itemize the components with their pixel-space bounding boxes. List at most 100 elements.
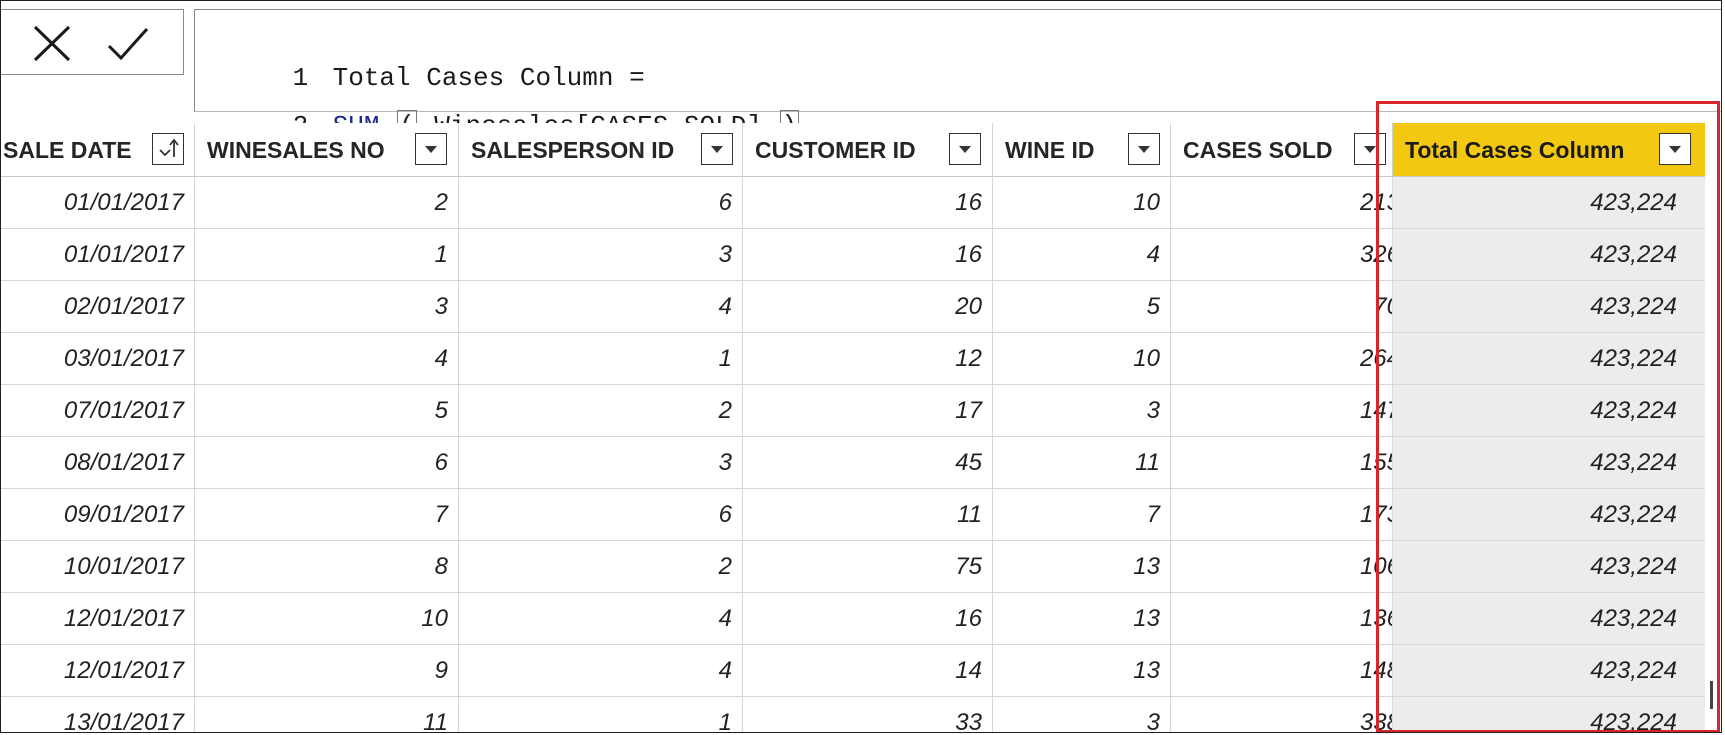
dropdown-icon[interactable] (1354, 133, 1386, 165)
cell-salesperson-id[interactable]: 6 (459, 489, 743, 541)
cell-wine-id[interactable]: 11 (993, 437, 1171, 489)
cell-customer-id[interactable]: 11 (743, 489, 993, 541)
cell-winesales-no[interactable]: 11 (195, 697, 459, 732)
cell-total-cases[interactable]: 423,224 (1393, 177, 1705, 229)
cell-salesperson-id[interactable]: 2 (459, 541, 743, 593)
cell-wine-id[interactable]: 10 (993, 177, 1171, 229)
cell-wine-id[interactable]: 7 (993, 489, 1171, 541)
cell-total-cases[interactable]: 423,224 (1393, 281, 1705, 333)
cell-cases-sold[interactable]: 147 (1171, 385, 1393, 437)
cell-customer-id[interactable]: 20 (743, 281, 993, 333)
cell-sale-date[interactable]: 02/01/2017 (1, 281, 195, 333)
column-header-wine-id[interactable]: WINE ID (993, 123, 1171, 177)
cell-wine-id[interactable]: 3 (993, 697, 1171, 732)
cell-customer-id[interactable]: 12 (743, 333, 993, 385)
cell-customer-id[interactable]: 33 (743, 697, 993, 732)
table-row[interactable]: 08/01/2017 6 3 45 11 155 423,224 (1, 437, 1721, 489)
cell-sale-date[interactable]: 10/01/2017 (1, 541, 195, 593)
cell-cases-sold[interactable]: 70 (1171, 281, 1393, 333)
cell-total-cases[interactable]: 423,224 (1393, 437, 1705, 489)
cell-customer-id[interactable]: 17 (743, 385, 993, 437)
cell-wine-id[interactable]: 3 (993, 385, 1171, 437)
cell-winesales-no[interactable]: 1 (195, 229, 459, 281)
cell-winesales-no[interactable]: 9 (195, 645, 459, 697)
cell-winesales-no[interactable]: 6 (195, 437, 459, 489)
cell-customer-id[interactable]: 14 (743, 645, 993, 697)
cell-salesperson-id[interactable]: 4 (459, 281, 743, 333)
cell-sale-date[interactable]: 12/01/2017 (1, 645, 195, 697)
cell-sale-date[interactable]: 13/01/2017 (1, 697, 195, 732)
column-header-customer-id[interactable]: CUSTOMER ID (743, 123, 993, 177)
cell-sale-date[interactable]: 01/01/2017 (1, 177, 195, 229)
cell-sale-date[interactable]: 01/01/2017 (1, 229, 195, 281)
cell-wine-id[interactable]: 5 (993, 281, 1171, 333)
dropdown-icon[interactable] (415, 133, 447, 165)
dropdown-icon[interactable] (1128, 133, 1160, 165)
cell-cases-sold[interactable]: 106 (1171, 541, 1393, 593)
cell-salesperson-id[interactable]: 3 (459, 229, 743, 281)
dropdown-icon[interactable] (949, 133, 981, 165)
cell-salesperson-id[interactable]: 6 (459, 177, 743, 229)
column-header-winesales-no[interactable]: WINESALES NO (195, 123, 459, 177)
cell-sale-date[interactable]: 08/01/2017 (1, 437, 195, 489)
cell-total-cases[interactable]: 423,224 (1393, 333, 1705, 385)
cell-cases-sold[interactable]: 326 (1171, 229, 1393, 281)
cell-cases-sold[interactable]: 148 (1171, 645, 1393, 697)
cell-total-cases[interactable]: 423,224 (1393, 229, 1705, 281)
cell-total-cases[interactable]: 423,224 (1393, 385, 1705, 437)
cell-cases-sold[interactable]: 173 (1171, 489, 1393, 541)
cell-customer-id[interactable]: 45 (743, 437, 993, 489)
vertical-scrollbar[interactable] (1710, 681, 1713, 709)
table-row[interactable]: 01/01/2017 2 6 16 10 213 423,224 (1, 177, 1721, 229)
table-row[interactable]: 01/01/2017 1 3 16 4 326 423,224 (1, 229, 1721, 281)
cell-cases-sold[interactable]: 338 (1171, 697, 1393, 732)
cell-wine-id[interactable]: 13 (993, 541, 1171, 593)
column-header-total-cases-column[interactable]: Total Cases Column (1393, 123, 1705, 177)
cell-wine-id[interactable]: 13 (993, 593, 1171, 645)
table-row[interactable]: 03/01/2017 4 1 12 10 264 423,224 (1, 333, 1721, 385)
sort-ascending-icon[interactable] (152, 133, 184, 165)
table-row[interactable]: 09/01/2017 7 6 11 7 173 423,224 (1, 489, 1721, 541)
cell-customer-id[interactable]: 16 (743, 593, 993, 645)
cell-cases-sold[interactable]: 136 (1171, 593, 1393, 645)
cell-wine-id[interactable]: 4 (993, 229, 1171, 281)
dropdown-icon[interactable] (701, 133, 733, 165)
cell-salesperson-id[interactable]: 4 (459, 645, 743, 697)
table-row[interactable]: 07/01/2017 5 2 17 3 147 423,224 (1, 385, 1721, 437)
column-header-salesperson-id[interactable]: SALESPERSON ID (459, 123, 743, 177)
cell-winesales-no[interactable]: 7 (195, 489, 459, 541)
cell-sale-date[interactable]: 09/01/2017 (1, 489, 195, 541)
cell-wine-id[interactable]: 13 (993, 645, 1171, 697)
table-row[interactable]: 10/01/2017 8 2 75 13 106 423,224 (1, 541, 1721, 593)
cell-salesperson-id[interactable]: 1 (459, 697, 743, 732)
cell-salesperson-id[interactable]: 4 (459, 593, 743, 645)
cell-winesales-no[interactable]: 8 (195, 541, 459, 593)
column-header-cases-sold[interactable]: CASES SOLD (1171, 123, 1393, 177)
column-header-sale-date[interactable]: SALE DATE (1, 123, 195, 177)
cell-wine-id[interactable]: 10 (993, 333, 1171, 385)
cell-total-cases[interactable]: 423,224 (1393, 697, 1705, 732)
cell-salesperson-id[interactable]: 1 (459, 333, 743, 385)
cell-total-cases[interactable]: 423,224 (1393, 645, 1705, 697)
cancel-icon[interactable] (31, 24, 75, 64)
dropdown-icon[interactable] (1659, 133, 1691, 165)
cell-winesales-no[interactable]: 4 (195, 333, 459, 385)
cell-sale-date[interactable]: 12/01/2017 (1, 593, 195, 645)
dax-formula-editor[interactable]: 1 Total Cases Column = 2SUM ( Winesales[C… (194, 9, 1721, 142)
cell-salesperson-id[interactable]: 3 (459, 437, 743, 489)
cell-cases-sold[interactable]: 264 (1171, 333, 1393, 385)
table-row[interactable]: 02/01/2017 3 4 20 5 70 423,224 (1, 281, 1721, 333)
cell-winesales-no[interactable]: 2 (195, 177, 459, 229)
cell-winesales-no[interactable]: 5 (195, 385, 459, 437)
cell-sale-date[interactable]: 07/01/2017 (1, 385, 195, 437)
cell-winesales-no[interactable]: 10 (195, 593, 459, 645)
cell-salesperson-id[interactable]: 2 (459, 385, 743, 437)
table-row[interactable]: 12/01/2017 9 4 14 13 148 423,224 (1, 645, 1721, 697)
cell-customer-id[interactable]: 16 (743, 229, 993, 281)
table-row[interactable]: 13/01/2017111333338423,224 (1, 697, 1721, 732)
table-row[interactable]: 12/01/2017 10 4 16 13 136 423,224 (1, 593, 1721, 645)
cell-customer-id[interactable]: 16 (743, 177, 993, 229)
cell-total-cases[interactable]: 423,224 (1393, 489, 1705, 541)
cell-total-cases[interactable]: 423,224 (1393, 593, 1705, 645)
cell-total-cases[interactable]: 423,224 (1393, 541, 1705, 593)
